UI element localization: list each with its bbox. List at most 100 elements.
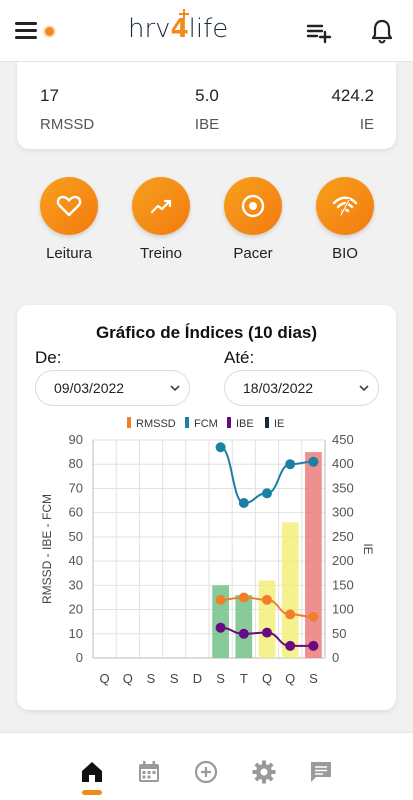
right-tick-label: 250 (332, 529, 354, 544)
right-tick-label: 450 (332, 432, 354, 447)
right-tick-label: 150 (332, 577, 354, 592)
logo-digit: 4 (170, 14, 189, 44)
logo-suffix: life (188, 14, 229, 44)
x-tick-label: Q (262, 671, 272, 686)
ie-bar (305, 452, 322, 658)
right-tick-label: 350 (332, 480, 354, 495)
ibe-value: 5.0 (195, 86, 219, 105)
left-tick-label: 0 (76, 650, 83, 665)
stats-card: 17 RMSSD 5.0 IBE 424.2 IE (17, 62, 396, 149)
series-point-ibe (308, 640, 319, 651)
series-point-rmssd (285, 609, 296, 620)
plus-mark-icon (179, 9, 189, 19)
series-point-rmssd (262, 594, 272, 605)
index-chart-card: Gráfico de Índices (10 dias) De: Até: 09… (17, 305, 396, 710)
legend-label: IBE (236, 418, 254, 430)
home-icon[interactable] (79, 759, 105, 785)
playlist-add-icon[interactable] (306, 20, 332, 44)
pacer-label: Pacer (233, 245, 273, 262)
right-tick-label: 400 (332, 456, 354, 471)
ie-bar (258, 580, 276, 658)
bio-button[interactable] (316, 177, 374, 235)
left-tick-label: 50 (69, 529, 83, 544)
reading-action[interactable]: Leitura (40, 177, 98, 262)
pacer-action[interactable]: Pacer (224, 177, 282, 262)
from-date-select[interactable]: 09/03/2022 (35, 370, 190, 406)
series-point-fcm (308, 456, 319, 467)
ibe-label: IBE (194, 116, 220, 133)
x-tick-label: Q (100, 671, 110, 686)
left-axis-title: RMSSD - IBE - FCM (40, 494, 54, 604)
series-point-fcm (285, 459, 296, 470)
to-label: Até: (224, 348, 255, 367)
right-tick-label: 200 (332, 553, 354, 568)
left-tick-label: 60 (69, 505, 83, 520)
logo-prefix: hrv (128, 14, 171, 44)
series-point-ibe (238, 628, 249, 639)
pacer-button[interactable] (224, 177, 282, 235)
right-tick-label: 0 (332, 650, 339, 665)
series-point-fcm (238, 497, 249, 508)
x-tick-label: S (147, 671, 156, 686)
training-button[interactable] (132, 177, 190, 235)
x-tick-label: T (240, 671, 248, 686)
ie-value: 424.2 (331, 86, 374, 105)
ie-bar (212, 585, 229, 658)
top-app-bar: hrv4life (0, 0, 413, 62)
series-point-ibe (285, 640, 296, 651)
right-tick-label: 50 (332, 626, 346, 641)
bell-icon[interactable] (370, 18, 394, 44)
target-icon (241, 194, 265, 218)
x-tick-label: D (193, 671, 202, 686)
left-tick-label: 30 (69, 577, 83, 592)
legend-swatch (127, 417, 131, 428)
settings-gear-icon[interactable] (251, 759, 277, 785)
from-date-value: 09/03/2022 (54, 380, 125, 396)
bottom-navigation (0, 732, 413, 800)
x-tick-label: S (216, 671, 225, 686)
chat-icon[interactable] (308, 759, 334, 785)
right-tick-label: 300 (332, 505, 354, 520)
rmssd-label: RMSSD (40, 116, 95, 133)
legend-label: FCM (194, 418, 218, 430)
left-tick-label: 10 (69, 626, 83, 641)
reading-button[interactable] (40, 177, 98, 235)
menu-icon[interactable] (15, 22, 37, 40)
right-tick-label: 100 (332, 602, 354, 617)
legend-swatch (265, 417, 269, 428)
ie-bar (235, 595, 253, 658)
series-point-fcm (262, 488, 272, 499)
training-action[interactable]: Treino (132, 177, 190, 262)
legend-swatch (185, 417, 189, 428)
add-circle-icon[interactable] (193, 759, 219, 785)
x-tick-label: S (309, 671, 318, 686)
training-label: Treino (140, 245, 182, 262)
reading-label: Leitura (46, 245, 92, 262)
left-tick-label: 90 (69, 432, 83, 447)
heart-icon (56, 195, 82, 217)
left-tick-label: 70 (69, 480, 83, 495)
app-logo: hrv4life (128, 9, 228, 50)
right-axis-title: IE (361, 543, 375, 554)
active-tab-indicator (82, 790, 102, 795)
series-point-rmssd (308, 611, 319, 622)
notification-dot (45, 27, 54, 36)
x-tick-label: S (170, 671, 179, 686)
legend-label: IE (274, 418, 284, 430)
from-label: De: (35, 348, 62, 367)
left-tick-label: 40 (69, 553, 83, 568)
ie-bar (281, 522, 299, 658)
chevron-down-icon (170, 385, 180, 392)
rmssd-value: 17 (40, 86, 59, 105)
to-date-select[interactable]: 18/03/2022 (224, 370, 379, 406)
x-tick-label: Q (285, 671, 295, 686)
calendar-icon[interactable] (136, 759, 162, 785)
series-point-rmssd (215, 594, 226, 605)
legend-label: RMSSD (136, 418, 176, 430)
chevron-down-icon (359, 385, 369, 392)
left-tick-label: 20 (69, 602, 83, 617)
series-point-ibe (262, 627, 272, 638)
x-tick-label: Q (123, 671, 133, 686)
left-tick-label: 80 (69, 456, 83, 471)
bio-action[interactable]: BIO (316, 177, 374, 262)
